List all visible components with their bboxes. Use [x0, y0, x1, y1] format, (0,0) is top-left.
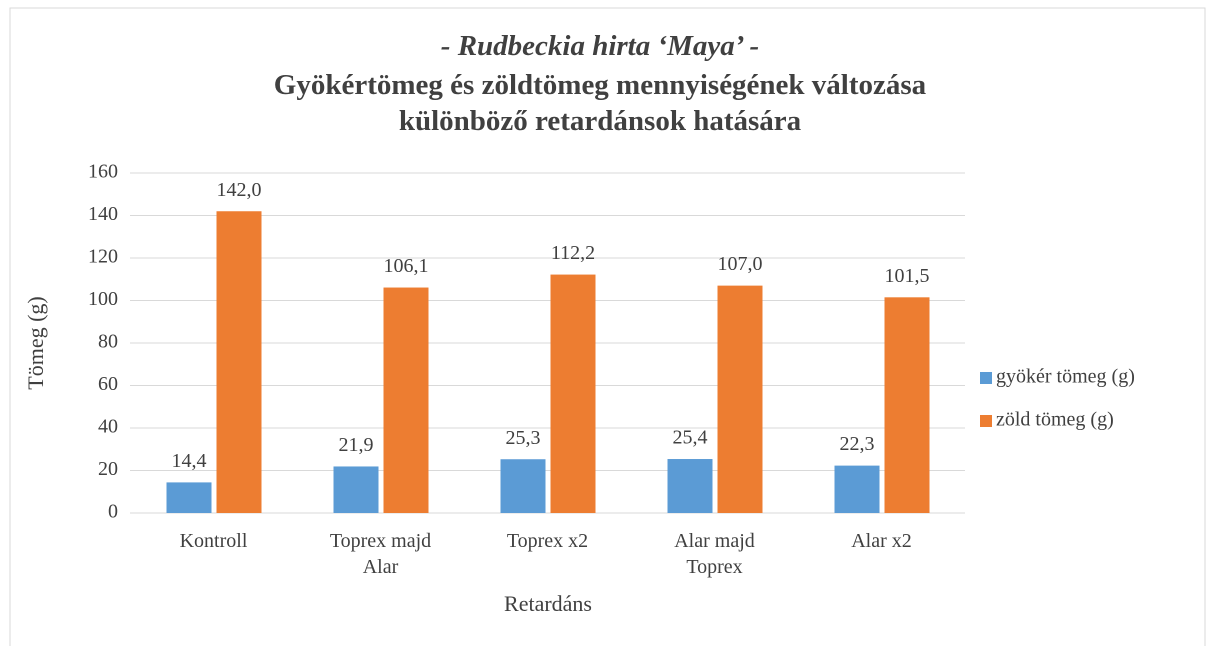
y-tick-label: 140: [88, 203, 118, 225]
y-tick-label: 160: [88, 161, 118, 183]
chart-border: [9, 7, 1206, 646]
y-tick-label: 60: [98, 373, 118, 395]
y-tick-label: 120: [88, 246, 118, 268]
bar: [500, 459, 546, 513]
data-label: 107,0: [718, 253, 763, 275]
legend-swatch: [980, 372, 992, 384]
x-tick-label: Alar x2: [851, 530, 912, 552]
y-tick-label: 100: [88, 288, 118, 310]
data-label: 22,3: [840, 433, 875, 455]
data-label: 25,3: [506, 427, 541, 449]
bar: [884, 297, 930, 513]
bar: [717, 285, 763, 513]
y-tick-label: 40: [98, 416, 118, 438]
y-tick-label: 0: [108, 501, 118, 523]
y-tick-label: 80: [98, 331, 118, 353]
y-tick-label: 20: [98, 458, 118, 480]
data-label: 25,4: [673, 427, 708, 449]
y-axis-label: Tömeg (g): [23, 296, 48, 389]
x-tick-label: Kontroll: [179, 530, 248, 552]
bar: [834, 465, 880, 513]
x-tick-label: Toprex x2: [506, 530, 589, 552]
bar: [667, 459, 713, 513]
legend-label: gyökér tömeg (g): [996, 366, 1135, 388]
data-label: 101,5: [885, 265, 930, 287]
data-label: 14,4: [172, 450, 207, 472]
data-label: 112,2: [551, 242, 595, 264]
bar: [383, 287, 429, 513]
chart-title: - Rudbeckia hirta ‘Maya’ -: [440, 30, 760, 62]
x-axis-label: Retardáns: [504, 591, 592, 616]
data-label: 21,9: [339, 434, 374, 456]
x-tick-label: Toprex majd Alar: [329, 530, 432, 578]
x-tick-label: Alar majd Toprex: [674, 530, 755, 578]
bar: [166, 482, 212, 513]
data-label: 106,1: [384, 255, 429, 277]
bar: [550, 274, 596, 513]
bar: [333, 466, 379, 513]
bar: [216, 211, 262, 513]
legend-swatch: [980, 415, 992, 427]
legend-label: zöld tömeg (g): [996, 409, 1114, 431]
chart-subtitle: Gyökértömeg és zöldtömeg mennyiségének v…: [273, 69, 927, 137]
data-label: 142,0: [217, 179, 262, 201]
